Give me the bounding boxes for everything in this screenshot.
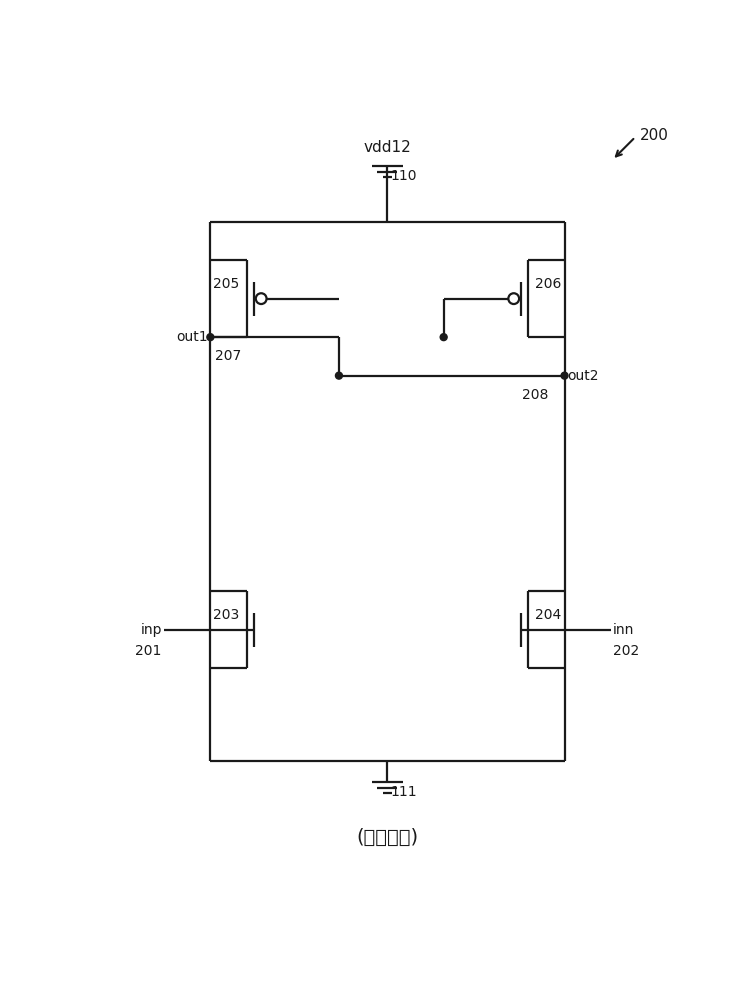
Text: 202: 202 [613, 644, 640, 658]
Text: 204: 204 [535, 608, 562, 622]
Text: out2: out2 [567, 369, 598, 383]
Text: 110: 110 [391, 169, 417, 183]
Text: 200: 200 [640, 128, 669, 143]
Text: inp: inp [141, 623, 162, 637]
Text: 201: 201 [135, 644, 162, 658]
Text: 203: 203 [213, 608, 240, 622]
Text: 111: 111 [391, 785, 417, 799]
Circle shape [336, 372, 342, 379]
Circle shape [440, 334, 447, 341]
Text: (现有技术): (现有技术) [356, 828, 419, 847]
Text: 205: 205 [213, 277, 240, 291]
Text: inn: inn [613, 623, 634, 637]
Text: 208: 208 [522, 388, 549, 402]
Circle shape [508, 293, 519, 304]
Text: vdd12: vdd12 [364, 140, 411, 155]
Text: 207: 207 [215, 349, 241, 363]
Circle shape [561, 372, 568, 379]
Circle shape [256, 293, 267, 304]
Circle shape [207, 334, 214, 341]
Text: out1: out1 [176, 330, 208, 344]
Text: 206: 206 [535, 277, 562, 291]
